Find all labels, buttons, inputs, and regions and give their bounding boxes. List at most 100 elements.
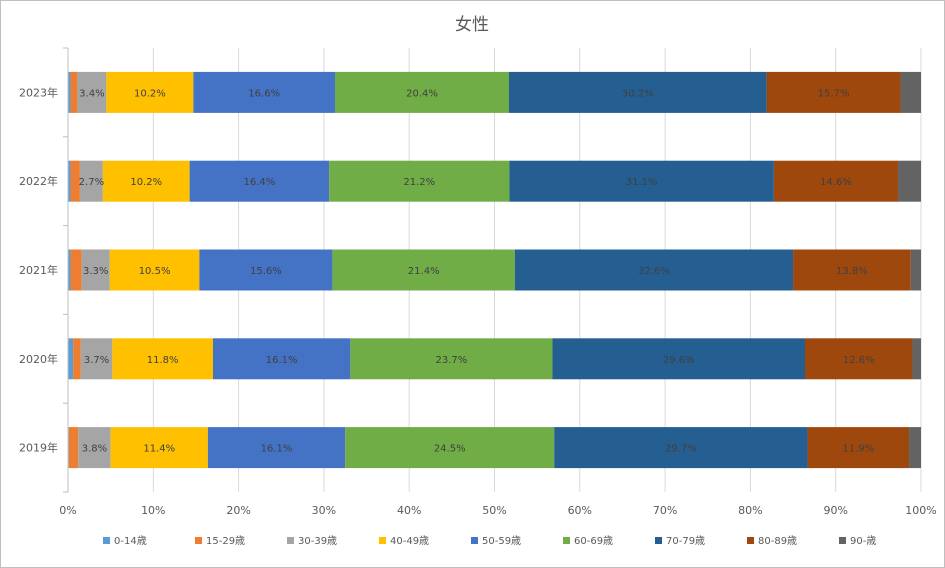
legend-item: 50-59歳 [471, 535, 521, 547]
data-label: 29.7% [665, 444, 697, 455]
bar-segment [910, 249, 921, 291]
data-label: 21.2% [403, 177, 435, 188]
bar-segment [106, 71, 194, 113]
legend-item: 80-89歳 [747, 535, 797, 547]
data-label: 3.3% [83, 266, 108, 277]
bar-segment [68, 71, 71, 113]
y-tick-label: 2020年 [19, 352, 58, 366]
data-label: 3.4% [79, 88, 104, 99]
bar-segment [334, 71, 510, 113]
legend-item: 90-歳 [839, 535, 876, 547]
legend-label: 40-49歳 [390, 535, 429, 547]
data-label: 14.6% [820, 177, 852, 188]
bar-segment [78, 427, 111, 469]
bar-segment [68, 160, 71, 202]
bar-segment [900, 71, 921, 113]
legend-label: 60-69歳 [574, 535, 613, 547]
legend-swatch [379, 537, 386, 544]
bar-segment [70, 71, 78, 113]
x-tick-label: 10% [141, 504, 165, 517]
legend-swatch [839, 537, 846, 544]
axes: 0% 10% 20% 30% 40% 50% 60% 70% 80% 90% 100% 2023年 20… [19, 47, 937, 517]
y-tick-label: 2022年 [19, 174, 58, 188]
chart-title: 女性 [455, 15, 489, 35]
bar-segment [804, 338, 913, 380]
legend-label: 50-59歳 [482, 535, 521, 547]
bar-segment [199, 249, 333, 291]
bar-segment [189, 160, 330, 202]
bar-segment [79, 160, 103, 202]
data-label: 20.4% [406, 88, 438, 99]
bar-segment [332, 249, 515, 291]
bar-segment [193, 71, 335, 113]
legend-swatch [563, 537, 570, 544]
bar-segment [329, 160, 510, 202]
data-label: 11.8% [147, 355, 179, 366]
x-tick-label: 70% [653, 504, 677, 517]
x-tick-label: 90% [823, 504, 847, 517]
bar-segment [912, 338, 921, 380]
bar-segment [102, 160, 190, 202]
data-label: 29.6% [663, 355, 695, 366]
bar-segment [509, 160, 774, 202]
legend-label: 0-14歳 [114, 535, 147, 547]
data-label: 10.5% [139, 266, 171, 277]
legend-swatch [655, 537, 662, 544]
bar-segment [70, 249, 82, 291]
bar-segment [68, 249, 71, 291]
bar-segment [68, 338, 74, 380]
y-tick-label: 2019年 [19, 441, 58, 455]
bars [68, 71, 921, 469]
legend: 0-14歳 15-29歳 30-39歳 40-49歳 50-59歳 60-69歳 70-79… [103, 535, 876, 547]
data-label: 11.4% [143, 444, 175, 455]
data-label: 16.4% [243, 177, 275, 188]
legend-swatch [195, 537, 202, 544]
data-label: 16.1% [261, 444, 293, 455]
legend-swatch [471, 537, 478, 544]
x-tick-label: 50% [482, 504, 506, 517]
x-tick-label: 80% [738, 504, 762, 517]
bar-segment [80, 338, 113, 380]
x-tick-label: 20% [226, 504, 250, 517]
bar-segment [68, 427, 79, 469]
legend-label: 80-89歳 [758, 535, 797, 547]
bar-segment [509, 71, 767, 113]
legend-item: 70-79歳 [655, 535, 705, 547]
bar-segment [554, 427, 808, 469]
legend-item: 15-29歳 [195, 535, 245, 547]
bar-segment [110, 427, 208, 469]
bar-segment [350, 338, 553, 380]
y-tick-label: 2021年 [19, 263, 58, 277]
bar-segment [552, 338, 805, 380]
bar-segment [207, 427, 346, 469]
bar-segment [773, 160, 899, 202]
legend-label: 90-歳 [850, 535, 876, 547]
data-label: 10.2% [130, 177, 162, 188]
legend-item: 60-69歳 [563, 535, 613, 547]
bar-segment [213, 338, 351, 380]
data-label: 23.7% [436, 355, 468, 366]
bar-segment [112, 338, 214, 380]
legend-swatch [747, 537, 754, 544]
data-label: 15.6% [250, 266, 282, 277]
bar-segment [514, 249, 794, 291]
data-label: 11.9% [842, 444, 874, 455]
bar-segment [70, 160, 80, 202]
data-label: 3.8% [82, 444, 107, 455]
bar-segment [898, 160, 921, 202]
data-label: 3.7% [84, 355, 109, 366]
bar-segment [909, 427, 921, 469]
x-tick-label: 30% [312, 504, 336, 517]
legend-item: 40-49歳 [379, 535, 429, 547]
data-label: 21.4% [408, 266, 440, 277]
legend-label: 15-29歳 [206, 535, 245, 547]
data-label: 13.8% [836, 266, 868, 277]
data-label: 15.7% [818, 88, 850, 99]
legend-item: 30-39歳 [287, 535, 337, 547]
bar-segment [793, 249, 911, 291]
data-label: 32.6% [638, 266, 670, 277]
x-tick-label: 100% [905, 504, 936, 517]
data-label: 24.5% [434, 444, 466, 455]
data-label: 2.7% [79, 177, 104, 188]
data-label: 31.1% [626, 177, 658, 188]
